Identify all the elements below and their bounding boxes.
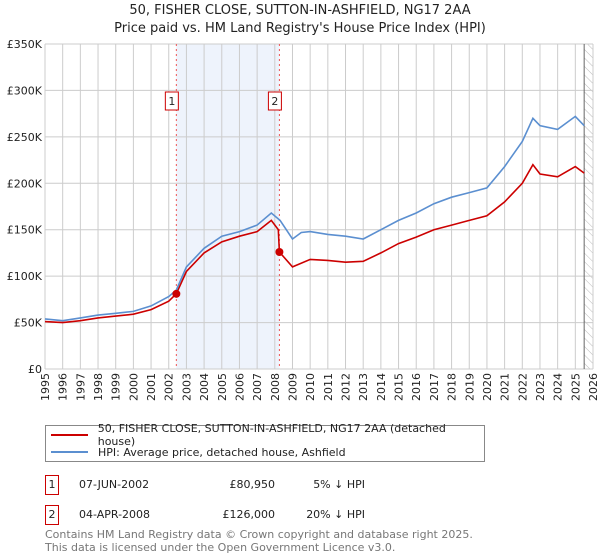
legend-item-price: 50, FISHER CLOSE, SUTTON-IN-ASHFIELD, NG… — [51, 422, 484, 448]
x-tick-label: 2020 — [481, 373, 494, 401]
x-tick-label: 2016 — [410, 373, 423, 401]
x-tick-label: 2023 — [534, 373, 547, 401]
legend-red-line-icon — [51, 434, 88, 436]
y-tick-label: £0 — [28, 363, 42, 376]
sale-hpi-diff: 5% ↓ HPI — [313, 478, 365, 491]
x-tick-label: 1998 — [92, 373, 105, 401]
sale-number-badge: 2 — [45, 505, 59, 525]
legend-blue-line-icon — [51, 451, 88, 453]
x-tick-label: 2021 — [499, 373, 512, 401]
footer-copyright: Contains HM Land Registry data © Crown c… — [45, 528, 473, 541]
x-tick-label: 2005 — [216, 373, 229, 401]
hpi-line — [44, 115, 585, 322]
footer: Contains HM Land Registry data © Crown c… — [45, 528, 473, 554]
sale-hpi-diff: 20% ↓ HPI — [306, 508, 365, 521]
sale-price: £80,950 — [229, 478, 276, 491]
sale-row: 1 07-JUN-2002 £80,950 5% ↓ HPI — [45, 475, 465, 495]
sale-marker-box — [267, 91, 282, 111]
price-chart: 1995 1996 1997 1998 1999 2000 2001 2002 2003 2004… — [7, 38, 600, 401]
x-tick-label: 2002 — [163, 373, 176, 401]
y-tick-label: £150K — [7, 224, 43, 237]
x-tick-label: 2026 — [587, 373, 600, 401]
x-tick-label: 2022 — [516, 373, 529, 401]
y-tick-label: £250K — [7, 131, 43, 144]
x-tick-label: 2019 — [463, 373, 476, 401]
sale-marker-box — [164, 91, 179, 111]
sale-row: 2 04-APR-2008 £126,000 20% ↓ HPI — [45, 505, 465, 525]
x-tick-label: 1996 — [57, 373, 70, 401]
sale-marker-label: 2 — [271, 95, 278, 108]
sale-point — [275, 248, 284, 256]
ownership-shade — [176, 44, 280, 369]
x-tick-label: 2008 — [269, 373, 282, 401]
x-tick-label: 2004 — [198, 373, 211, 401]
sale-date: 07-JUN-2002 — [79, 478, 150, 491]
footer-licence: This data is licensed under the Open Gov… — [45, 541, 396, 554]
y-tick-label: £350K — [7, 38, 43, 51]
x-tick-label: 2014 — [375, 373, 388, 401]
x-tick-label: 2000 — [127, 373, 140, 401]
x-tick-label: 2003 — [180, 373, 193, 401]
x-tick-label: 2025 — [569, 373, 582, 401]
sale-price: £126,000 — [222, 508, 276, 521]
y-tick-label: £200K — [7, 177, 43, 190]
x-tick-label: 2013 — [357, 373, 370, 401]
x-tick-label: 2015 — [393, 373, 406, 401]
y-tick-label: £100K — [7, 270, 43, 283]
legend: 50, FISHER CLOSE, SUTTON-IN-ASHFIELD, NG… — [45, 422, 485, 462]
x-tick-label: 2011 — [322, 373, 335, 401]
x-tick-label: 2007 — [251, 373, 264, 401]
x-tick-label: 2012 — [340, 373, 353, 401]
sale-marker-label: 1 — [168, 95, 175, 108]
legend-label: HPI: Average price, detached house, Ashf… — [98, 445, 346, 459]
x-tick-label: 2017 — [428, 373, 441, 401]
x-tick-label: 2009 — [286, 373, 299, 401]
x-tick-label: 2001 — [145, 373, 158, 401]
y-tick-label: £50K — [14, 317, 43, 330]
sale-date: 04-APR-2008 — [79, 508, 151, 521]
chart-subtitle: Price paid vs. HM Land Registry's House … — [114, 21, 486, 36]
legend-item-hpi: HPI: Average price, detached house, Ashf… — [51, 444, 346, 460]
x-tick-label: 1995 — [39, 373, 52, 401]
chart-title: 50, FISHER CLOSE, SUTTON-IN-ASHFIELD, NG… — [129, 3, 471, 18]
x-tick-label: 1999 — [110, 373, 123, 401]
x-tick-label: 2010 — [304, 373, 317, 401]
legend-label: 50, FISHER CLOSE, SUTTON-IN-ASHFIELD, NG… — [97, 422, 446, 448]
x-tick-label: 2018 — [446, 373, 459, 401]
price-paid-line — [44, 163, 585, 324]
x-tick-label: 2006 — [233, 373, 246, 401]
x-tick-label: 1997 — [74, 373, 87, 401]
x-tick-label: 2024 — [552, 373, 565, 401]
sale-point — [172, 289, 181, 298]
forecast-hatch — [584, 44, 593, 369]
sale-number-badge: 1 — [45, 475, 59, 495]
y-tick-label: £300K — [7, 84, 43, 97]
